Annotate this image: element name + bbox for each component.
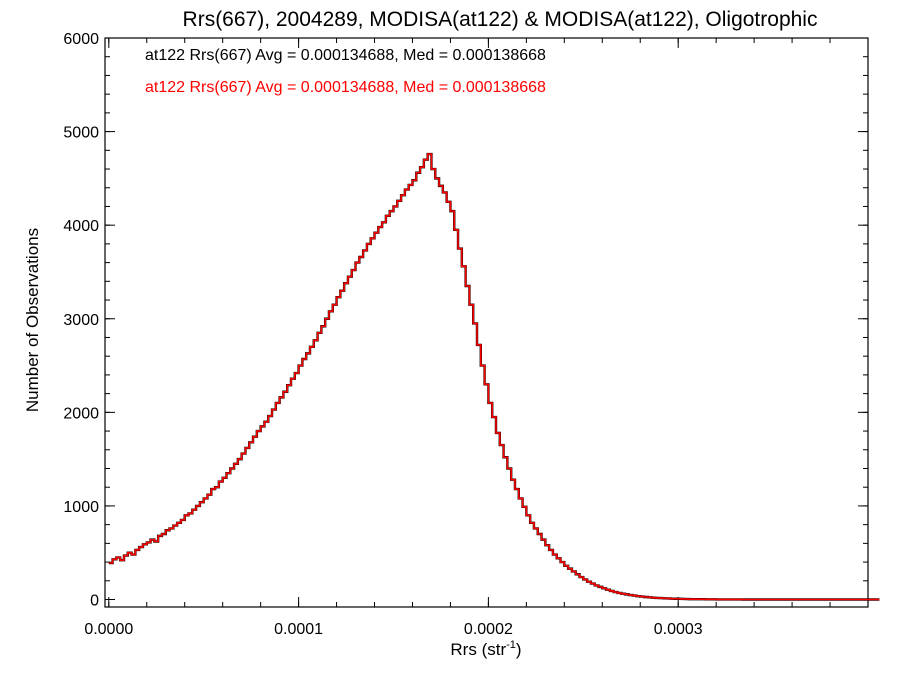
y-tick-label: 2000 <box>63 405 99 422</box>
series-layer <box>108 152 880 601</box>
y-tick-label: 5000 <box>63 125 99 142</box>
x-axis-label: Rrs (str-1) <box>450 639 521 659</box>
y-axis: 0 1000 2000 3000 4000 5000 6000 <box>63 31 868 610</box>
x-axis-label-superscript: -1 <box>506 639 516 651</box>
plot-frame <box>104 37 869 608</box>
series-black-histogram <box>108 152 880 601</box>
y-tick-label: 3000 <box>63 312 99 329</box>
y-tick-label: 6000 <box>63 31 99 48</box>
y-tick-label: 0 <box>90 593 99 610</box>
x-axis: 0.0000 0.0001 0.0002 0.0003 <box>84 38 869 638</box>
x-axis-label-end: ) <box>516 640 522 659</box>
y-tick-label: 1000 <box>63 499 99 516</box>
x-tick-label: 0.0001 <box>274 621 323 638</box>
y-tick-label: 4000 <box>63 218 99 235</box>
series-red-histogram <box>108 153 880 601</box>
legend-entry-red: at122 Rrs(667) Avg = 0.000134688, Med = … <box>145 79 546 96</box>
x-axis-label-base: Rrs (str <box>450 640 506 659</box>
x-tick-label: 0.0003 <box>654 621 703 638</box>
legend-entry-black: at122 Rrs(667) Avg = 0.000134688, Med = … <box>145 47 546 64</box>
y-axis-label: Number of Observations <box>23 228 42 412</box>
x-tick-label: 0.0002 <box>464 621 513 638</box>
chart-title: Rrs(667), 2004289, MODISA(at122) & MODIS… <box>183 8 818 31</box>
x-tick-label: 0.0000 <box>84 621 133 638</box>
